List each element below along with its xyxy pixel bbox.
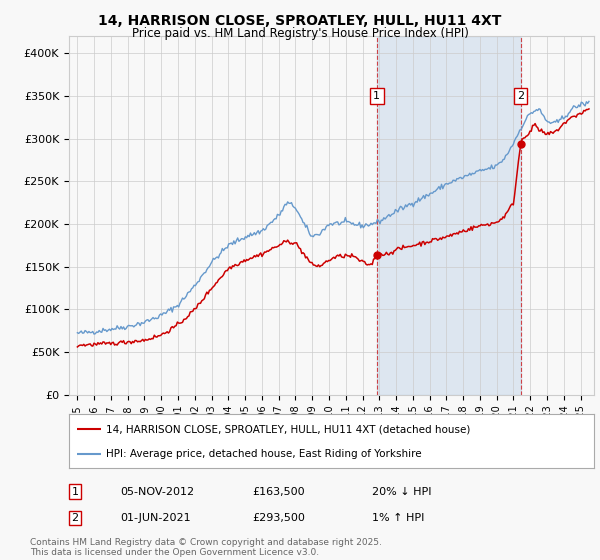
Text: 05-NOV-2012: 05-NOV-2012 [120,487,194,497]
Text: 2: 2 [517,91,524,101]
Text: £293,500: £293,500 [252,513,305,523]
Text: 14, HARRISON CLOSE, SPROATLEY, HULL, HU11 4XT: 14, HARRISON CLOSE, SPROATLEY, HULL, HU1… [98,14,502,28]
Text: 20% ↓ HPI: 20% ↓ HPI [372,487,431,497]
Text: £163,500: £163,500 [252,487,305,497]
Text: 2: 2 [71,513,79,523]
Text: 01-JUN-2021: 01-JUN-2021 [120,513,191,523]
Text: 1% ↑ HPI: 1% ↑ HPI [372,513,424,523]
Text: 14, HARRISON CLOSE, SPROATLEY, HULL, HU11 4XT (detached house): 14, HARRISON CLOSE, SPROATLEY, HULL, HU1… [106,424,470,435]
Text: Price paid vs. HM Land Registry's House Price Index (HPI): Price paid vs. HM Land Registry's House … [131,27,469,40]
Text: 1: 1 [71,487,79,497]
Text: 1: 1 [373,91,380,101]
Text: Contains HM Land Registry data © Crown copyright and database right 2025.
This d: Contains HM Land Registry data © Crown c… [30,538,382,557]
Text: HPI: Average price, detached house, East Riding of Yorkshire: HPI: Average price, detached house, East… [106,449,421,459]
Bar [377,36,521,395]
